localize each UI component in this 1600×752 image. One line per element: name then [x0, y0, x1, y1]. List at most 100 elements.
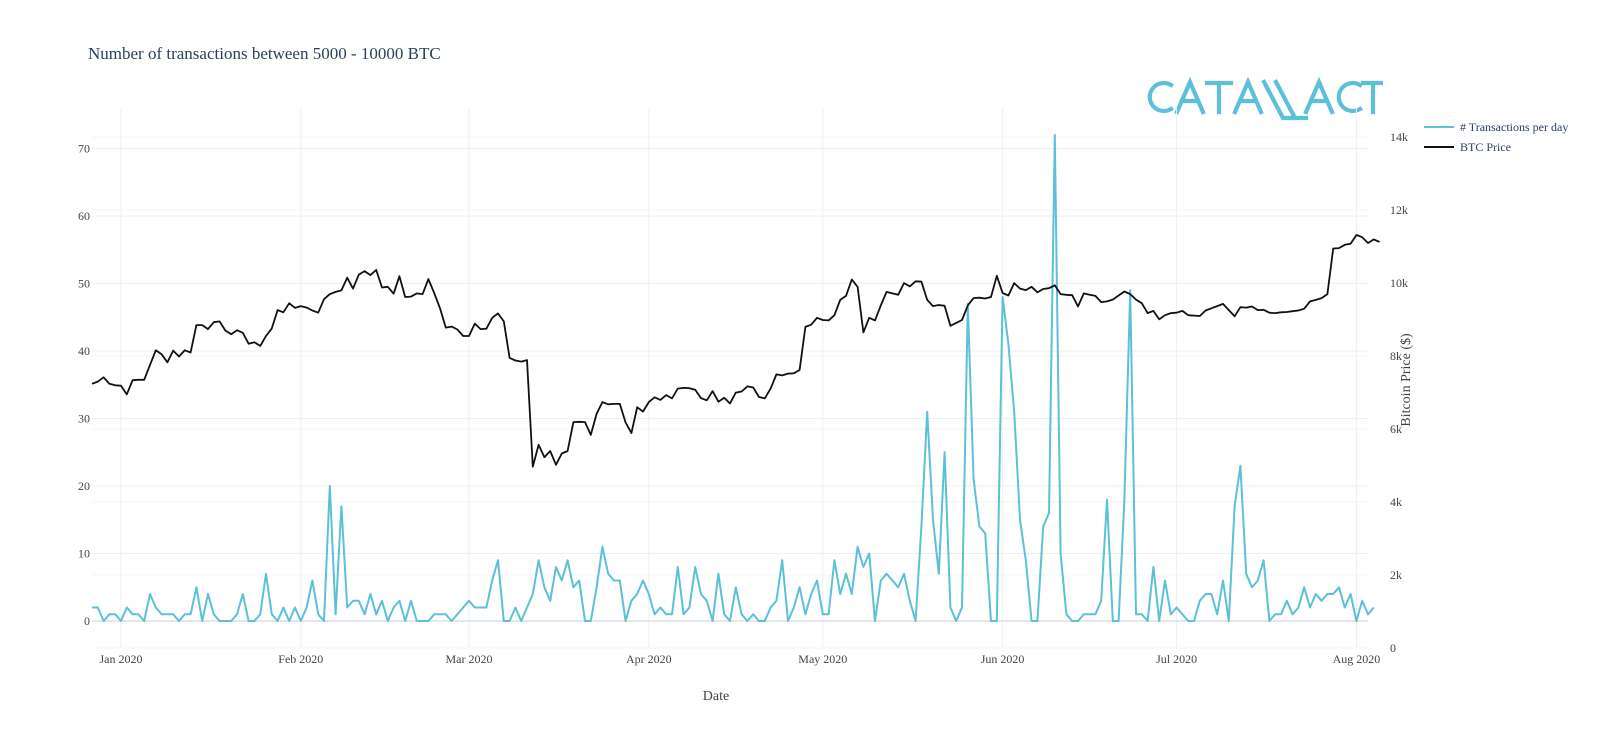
- data-point-transactions: [1198, 599, 1201, 602]
- data-point-btc-price: [1071, 294, 1074, 297]
- data-point-transactions: [723, 613, 726, 616]
- data-point-transactions: [601, 545, 604, 548]
- data-point-transactions: [897, 586, 900, 589]
- data-point-transactions: [334, 613, 337, 616]
- data-point-btc-price: [462, 335, 465, 338]
- data-point-transactions: [369, 593, 372, 596]
- data-point-btc-price: [613, 402, 616, 405]
- data-point-btc-price: [491, 316, 494, 319]
- data-point-btc-price: [508, 356, 511, 359]
- data-point-btc-price: [96, 380, 99, 383]
- y-right-tick-label: 2k: [1390, 568, 1402, 582]
- data-point-btc-price: [1007, 294, 1010, 297]
- data-point-transactions: [908, 599, 911, 602]
- data-point-transactions: [566, 559, 569, 562]
- data-point-transactions: [207, 593, 210, 596]
- data-point-transactions: [323, 620, 326, 623]
- data-point-transactions: [589, 620, 592, 623]
- data-point-btc-price: [1239, 306, 1242, 309]
- data-point-btc-price: [1274, 312, 1277, 315]
- legend: # Transactions per day BTC Price: [1424, 117, 1568, 157]
- data-point-btc-price: [1164, 314, 1167, 317]
- data-point-transactions: [1100, 599, 1103, 602]
- data-point-btc-price: [1094, 294, 1097, 297]
- data-point-transactions: [352, 599, 355, 602]
- data-point-btc-price: [798, 369, 801, 372]
- data-point-btc-price: [949, 324, 952, 327]
- data-point-btc-price: [357, 273, 360, 276]
- data-point-transactions: [143, 620, 146, 623]
- data-point-transactions: [410, 599, 413, 602]
- data-point-transactions: [305, 606, 308, 609]
- data-point-transactions: [734, 586, 737, 589]
- data-point-transactions: [833, 559, 836, 562]
- data-point-transactions: [560, 579, 563, 582]
- data-point-transactions: [398, 599, 401, 602]
- data-point-transactions: [444, 613, 447, 616]
- data-point-btc-price: [636, 406, 639, 409]
- data-point-btc-price: [595, 412, 598, 415]
- data-point-btc-price: [758, 396, 761, 399]
- x-tick-label: Jul 2020: [1156, 652, 1197, 666]
- data-point-btc-price: [647, 401, 650, 404]
- data-point-btc-price: [160, 353, 163, 356]
- data-point-btc-price: [618, 402, 621, 405]
- data-point-transactions: [647, 593, 650, 596]
- data-point-btc-price: [1320, 297, 1323, 300]
- data-point-btc-price: [108, 382, 111, 385]
- data-point-btc-price: [276, 309, 279, 312]
- data-point-transactions: [1071, 620, 1074, 623]
- data-point-transactions: [1082, 613, 1085, 616]
- data-point-btc-price: [1158, 318, 1161, 321]
- catallact-logo: [1143, 76, 1386, 126]
- data-point-btc-price: [891, 292, 894, 295]
- data-point-btc-price: [995, 274, 998, 277]
- data-point-transactions: [763, 620, 766, 623]
- data-point-transactions: [1059, 552, 1062, 555]
- legend-entry-transactions[interactable]: # Transactions per day: [1424, 117, 1568, 137]
- data-point-btc-price: [763, 397, 766, 400]
- data-point-transactions: [137, 613, 140, 616]
- legend-entry-btc-price[interactable]: BTC Price: [1424, 137, 1568, 157]
- data-point-transactions: [990, 620, 993, 623]
- data-point-btc-price: [578, 420, 581, 423]
- data-point-btc-price: [514, 359, 517, 362]
- data-point-transactions: [821, 613, 824, 616]
- data-point-transactions: [1343, 606, 1346, 609]
- data-point-btc-price: [456, 328, 459, 331]
- data-point-btc-price: [1326, 293, 1329, 296]
- data-point-btc-price: [212, 321, 215, 324]
- data-point-btc-price: [1175, 311, 1178, 314]
- data-point-btc-price: [346, 276, 349, 279]
- data-point-btc-price: [1210, 307, 1213, 310]
- data-point-btc-price: [804, 325, 807, 328]
- data-point-transactions: [236, 613, 239, 616]
- data-point-transactions: [514, 606, 517, 609]
- data-point-btc-price: [961, 319, 964, 322]
- data-point-transactions: [1268, 620, 1271, 623]
- data-point-btc-price: [850, 278, 853, 281]
- data-point-transactions: [845, 572, 848, 575]
- data-point-btc-price: [723, 396, 726, 399]
- data-point-btc-price: [694, 388, 697, 391]
- data-point-btc-price: [404, 296, 407, 299]
- y-right-tick-label: 4k: [1390, 495, 1402, 509]
- data-point-transactions: [555, 566, 558, 569]
- data-point-transactions: [178, 620, 181, 623]
- x-axis-title: Date: [703, 689, 729, 704]
- data-point-btc-price: [642, 410, 645, 413]
- data-point-transactions: [717, 572, 720, 575]
- data-point-transactions: [468, 599, 471, 602]
- data-point-transactions: [212, 613, 215, 616]
- data-point-btc-price: [781, 374, 784, 377]
- x-tick-label: Jun 2020: [981, 652, 1025, 666]
- data-point-btc-price: [1262, 308, 1265, 311]
- data-point-btc-price: [955, 321, 958, 324]
- data-point-btc-price: [984, 297, 987, 300]
- data-point-btc-price: [1129, 293, 1132, 296]
- y-right-tick-label: 6k: [1390, 422, 1402, 436]
- data-point-transactions: [160, 613, 163, 616]
- data-point-transactions: [473, 606, 476, 609]
- data-point-transactions: [543, 586, 546, 589]
- data-point-transactions: [131, 613, 134, 616]
